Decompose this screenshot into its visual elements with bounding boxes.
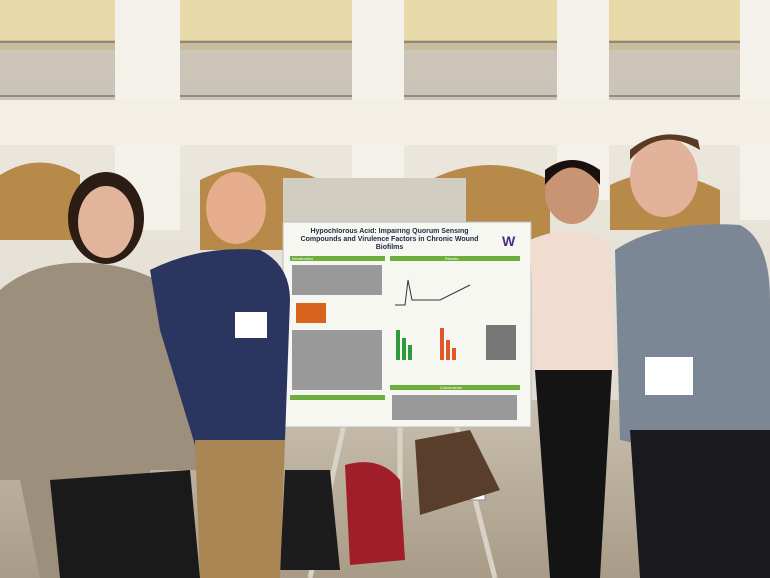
poster-sections: Introduction Results Conclusions <box>290 256 520 420</box>
section-heading: Results <box>445 256 458 261</box>
person-3 <box>530 160 615 578</box>
poster-title: Hypochlorous Acid: Impairing Quorum Sens… <box>300 228 479 251</box>
poster-title-box: Hypochlorous Acid: Impairing Quorum Sens… <box>300 228 479 251</box>
poster-board <box>283 178 466 226</box>
poster-logo: W <box>502 233 516 249</box>
section-heading: Conclusions <box>440 385 462 390</box>
coat <box>415 430 500 515</box>
section-heading: Introduction <box>292 256 313 261</box>
cornice <box>0 100 770 145</box>
red-bag <box>345 462 405 565</box>
person-2 <box>150 172 290 578</box>
backpack <box>280 470 340 570</box>
person-4 <box>615 134 770 578</box>
person-1 <box>0 172 210 578</box>
